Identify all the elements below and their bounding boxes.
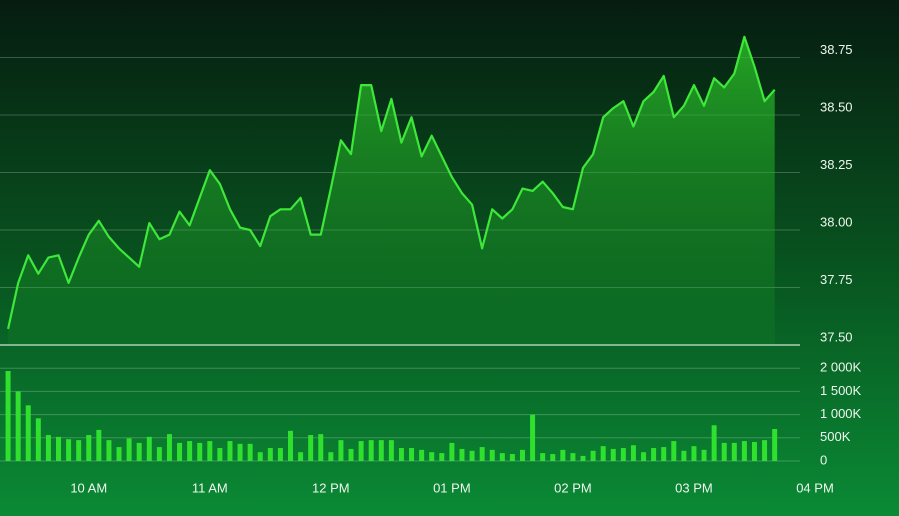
volume-bar — [651, 448, 657, 461]
volume-bar — [550, 454, 556, 461]
volume-bar — [630, 445, 636, 461]
volume-bar — [701, 449, 707, 461]
volume-bar — [711, 425, 717, 461]
volume-bar — [257, 452, 263, 461]
y-tick-label: 38.25 — [820, 157, 853, 172]
volume-bar — [136, 442, 142, 461]
volume-bar — [106, 440, 112, 461]
volume-bar — [35, 418, 41, 461]
volume-bar — [721, 442, 727, 461]
y-tick-label: 0 — [820, 452, 827, 467]
volume-bar — [217, 448, 223, 461]
y-tick-label: 37.75 — [820, 272, 853, 287]
volume-bar — [691, 446, 697, 461]
volume-bar — [86, 435, 92, 461]
y-tick-label: 1 000K — [820, 406, 862, 421]
y-tick-label: 38.50 — [820, 99, 853, 114]
volume-bar — [419, 449, 425, 461]
volume-bar — [187, 441, 193, 461]
volume-bar — [398, 448, 404, 461]
volume-bar — [156, 447, 162, 461]
volume-bar — [378, 440, 384, 461]
x-tick-label: 04 PM — [796, 480, 834, 495]
x-tick-label: 11 AM — [192, 480, 228, 495]
volume-bar — [45, 435, 51, 461]
volume-bar — [772, 428, 778, 461]
volume-bar — [388, 440, 394, 461]
volume-bar — [600, 446, 606, 461]
volume-bar — [540, 453, 546, 461]
volume-bar — [338, 440, 344, 461]
volume-bar — [580, 455, 586, 461]
x-tick-label: 02 PM — [554, 480, 592, 495]
y-tick-label: 2 000K — [820, 360, 862, 375]
volume-bar — [207, 441, 213, 461]
volume-bar — [409, 448, 415, 461]
volume-bar — [5, 370, 11, 461]
volume-bar — [479, 447, 485, 461]
x-tick-label: 01 PM — [433, 480, 471, 495]
y-tick-label: 37.50 — [820, 329, 853, 344]
volume-bar — [530, 414, 536, 461]
volume-bar — [348, 448, 354, 461]
volume-bar — [459, 448, 465, 461]
volume-bar — [731, 442, 737, 461]
y-tick-label: 38.75 — [820, 42, 853, 57]
volume-bar — [449, 442, 455, 461]
volume-bar — [267, 448, 273, 461]
volume-bar — [570, 453, 576, 461]
x-tick-label: 12 PM — [312, 480, 350, 495]
volume-bar — [741, 441, 747, 461]
volume-bar — [56, 436, 62, 461]
volume-bar — [318, 434, 324, 461]
volume-bar — [439, 453, 445, 461]
volume-bar — [499, 453, 505, 461]
volume-bar — [76, 440, 82, 461]
volume-bar — [509, 454, 515, 461]
y-tick-label: 38.00 — [820, 214, 853, 229]
volume-bar — [298, 452, 304, 461]
x-tick-label: 10 AM — [70, 480, 107, 495]
volume-bar — [661, 447, 667, 461]
y-tick-label: 500K — [820, 429, 851, 444]
x-tick-label: 03 PM — [675, 480, 713, 495]
volume-bar — [25, 405, 31, 461]
volume-bar — [66, 439, 72, 461]
volume-bar — [166, 434, 172, 461]
volume-bar — [751, 441, 757, 461]
volume-bar — [116, 447, 122, 461]
volume-bar — [368, 440, 374, 461]
volume-bar — [590, 450, 596, 461]
price-area — [8, 36, 775, 346]
volume-bar — [641, 452, 647, 461]
volume-bar — [197, 442, 203, 461]
volume-bar — [277, 448, 283, 461]
volume-bar — [671, 441, 677, 461]
price-line — [7, 35, 776, 330]
volume-bar — [762, 440, 768, 461]
volume-bar — [560, 449, 566, 461]
volume-bar — [308, 435, 314, 461]
y-tick-label: 1 500K — [820, 383, 862, 398]
volume-bar — [469, 450, 475, 461]
volume-bar — [146, 436, 152, 461]
volume-bar — [126, 438, 132, 461]
volume-bar — [620, 448, 626, 461]
volume-bar — [287, 430, 293, 461]
volume-bar — [227, 441, 233, 461]
volume-bar — [429, 452, 435, 461]
volume-bar — [489, 449, 495, 461]
volume-bar — [177, 442, 183, 461]
volume-bar — [15, 391, 21, 461]
volume-bar — [328, 452, 334, 461]
volume-bar — [237, 443, 243, 461]
volume-bar — [96, 429, 102, 461]
volume-bar — [247, 443, 253, 461]
volume-bar — [519, 449, 525, 461]
volume-bar — [358, 441, 364, 461]
volume-bar — [610, 448, 616, 461]
volume-bar — [681, 450, 687, 461]
